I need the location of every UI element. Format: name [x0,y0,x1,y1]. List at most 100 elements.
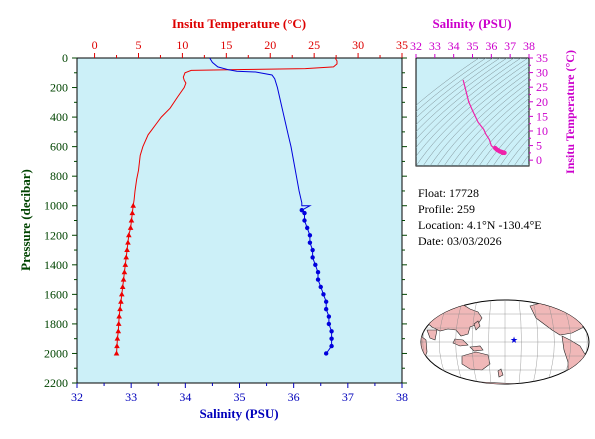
temperature-marker [124,247,130,253]
ts-contour-line [436,76,529,166]
ts-contour-line [416,61,529,166]
left-tick-label: 2200 [44,376,68,390]
ts-right-tick-label: 20 [536,95,548,109]
temperature-marker [115,328,122,334]
land-new-zealand [497,368,504,378]
left-tick-label: 400 [50,110,68,124]
land-greenland [571,300,585,309]
temperature-marker [123,254,129,260]
ts-contour-line [499,130,529,166]
main-plot-area [76,57,403,384]
land-indonesia [452,338,469,347]
temperature-marker [126,232,132,238]
ts-contour-line [506,137,529,166]
ts-line [462,79,494,148]
salinity-marker [302,218,307,223]
left-tick-label: 600 [50,140,68,154]
ts-right-tick-label: 5 [536,139,542,153]
left-tick-label: 1800 [44,317,68,331]
temperature-marker [122,261,129,267]
top-tick-label: 5 [135,38,141,52]
land-australia [461,351,491,371]
temperature-marker [129,210,136,216]
ts-plot-area [415,57,530,167]
salinity-marker [310,247,315,253]
ts-contour-line [422,66,529,166]
ts-top-tick-label: 34 [448,39,460,53]
float-location-marker: ★ [510,335,518,345]
ts-contour-line [513,145,529,166]
location-text: Location: 4.1°N -130.4°E [418,218,542,232]
ts-top-tick-label: 33 [429,39,441,53]
salinity-marker [323,299,329,304]
world-map: ★ [420,299,590,385]
salinity-marker [315,270,321,275]
ts-contour-line [478,110,529,166]
temperature-marker [118,298,124,304]
left-tick-label: 0 [62,51,68,65]
ts-right-tick-label: 30 [536,66,548,80]
left-tick-label: 1000 [44,199,68,213]
salinity-marker [321,292,326,297]
temperature-marker [115,320,122,326]
temperature-marker [119,283,126,289]
salinity-marker [318,284,323,290]
ts-contour-line [416,58,494,119]
bottom-tick-label: 36 [288,390,300,404]
temperature-marker [114,343,120,349]
left-tick-label: 2000 [44,346,68,360]
ts-contour-line [416,58,508,133]
ts-right-tick-label: 25 [536,80,548,94]
salinity-marker [326,321,332,327]
bottom-tick-label: 35 [234,390,246,404]
left-axis-label: Pressure (decibar) [18,169,33,271]
top-tick-label: 20 [264,38,276,52]
salinity-marker [313,262,318,268]
left-tick-label: 1400 [44,258,68,272]
bottom-tick-label: 34 [179,390,191,404]
bottom-tick-label: 38 [396,390,408,404]
ts-contour-line [416,58,480,106]
temperature-marker [117,306,123,312]
salinity-marker [326,314,332,319]
land-india [426,329,438,341]
salinity-marker [302,210,307,216]
temperature-marker [120,276,127,282]
top-tick-label: 35 [396,38,408,52]
bottom-tick-label: 32 [71,390,83,404]
left-tick-label: 1600 [44,287,68,301]
salinity-marker [329,329,334,334]
left-tick-label: 1200 [44,228,68,242]
temperature-marker [127,224,134,230]
ts-marker [500,150,505,156]
ts-contour-line [416,58,501,125]
left-tick-label: 200 [50,81,68,95]
ts-top-tick-label: 38 [523,39,535,53]
temperature-marker [121,269,128,275]
ts-contour-line [450,87,529,166]
salinity-marker [299,207,304,213]
top-tick-label: 10 [176,38,188,52]
ts-right-tick-label: 15 [536,109,548,123]
ts-contour-line [464,98,529,166]
ts-right-axis-label: Insitu Temperature (°C) [563,50,577,174]
ts-top-tick-label: 35 [467,39,479,53]
salinity-marker [315,277,321,282]
salinity-marker [307,233,313,238]
ts-contour-line [416,58,515,140]
salinity-marker [329,343,334,349]
ts-contour-line [429,71,529,166]
map-meridian [588,300,589,384]
temperature-marker [118,291,125,297]
ts-top-axis-label: Salinity (PSU) [432,16,511,31]
salinity-marker [310,255,315,260]
ts-contour-line [457,92,529,166]
top-tick-label: 30 [352,38,364,52]
temperature-marker [130,202,137,208]
ts-right-tick-label: 35 [536,51,548,65]
salinity-marker [323,306,329,312]
ts-right-tick-label: 0 [536,153,542,167]
ts-contour-line [443,81,529,166]
temperature-marker [114,335,121,341]
salinity-marker [323,351,329,356]
